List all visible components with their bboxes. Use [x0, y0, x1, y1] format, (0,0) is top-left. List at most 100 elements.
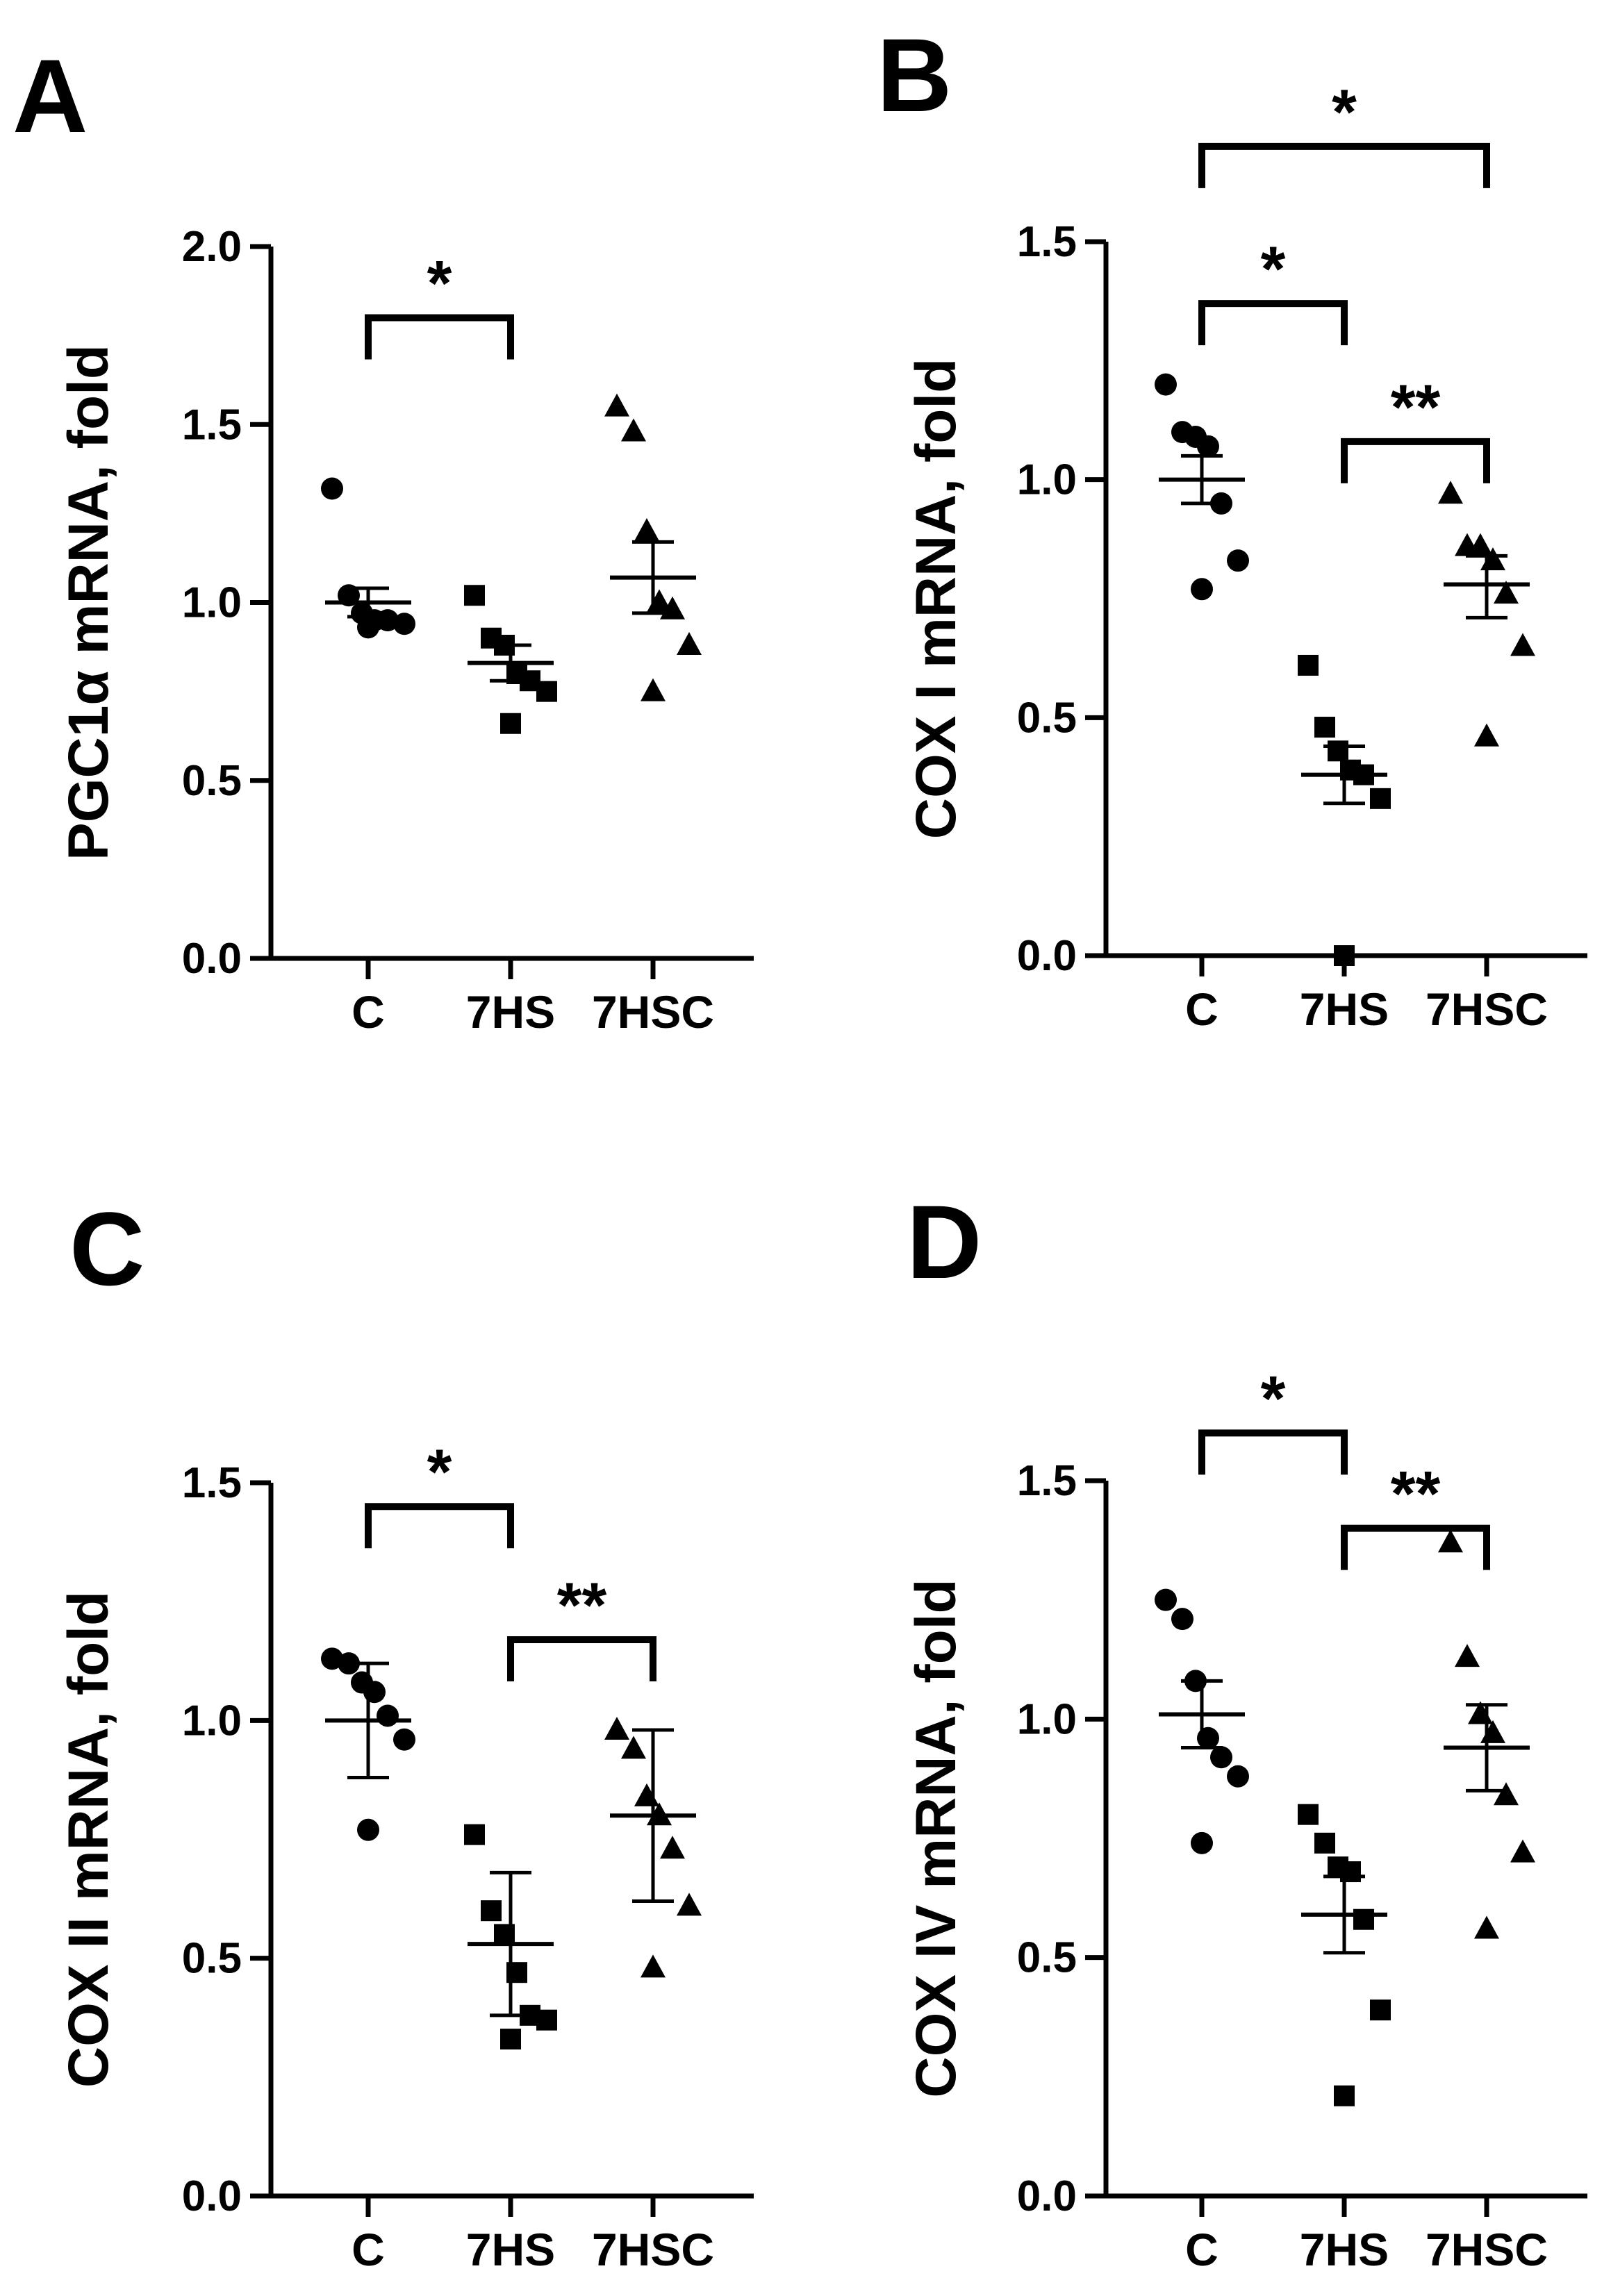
data-point — [321, 477, 343, 500]
y-tick-label: 0.0 — [182, 2172, 242, 2220]
panel-letter: B — [877, 17, 952, 133]
series-7hs — [1298, 1804, 1391, 2106]
data-point — [1227, 549, 1249, 572]
data-point — [1353, 1908, 1374, 1930]
y-tick-label: 1.0 — [182, 1697, 242, 1745]
data-point — [1210, 1746, 1232, 1769]
x-category-label: 7HSC — [592, 2224, 714, 2275]
significance-bracket — [365, 1503, 514, 1549]
data-point — [464, 1824, 485, 1845]
y-tick-label: 0.5 — [182, 1935, 242, 1983]
panel-letter: C — [69, 1190, 144, 1307]
y-tick-label: 1.0 — [182, 579, 242, 627]
data-point — [1438, 481, 1463, 504]
data-point — [1334, 945, 1355, 966]
data-point — [1474, 723, 1499, 747]
panel-a: A 0.0 0.5 1.0 1.5 2.0 C 7HS 7HSC PGC1α mRNA, fold… — [13, 38, 754, 1038]
y-tick-label: 0.0 — [1017, 2172, 1077, 2220]
series-c — [321, 477, 415, 639]
data-point — [377, 609, 399, 632]
x-category-label: 7HS — [466, 2224, 555, 2275]
data-point — [660, 1836, 685, 1859]
significance-bracket — [1198, 142, 1490, 188]
significance-label: * — [1261, 234, 1286, 305]
data-point — [621, 418, 646, 442]
data-point — [357, 616, 379, 639]
series-c — [1155, 373, 1249, 601]
y-axis-title: PGC1α mRNA, fold — [57, 344, 120, 860]
data-point — [338, 1652, 360, 1675]
y-tick-label: 0.5 — [182, 757, 242, 805]
data-point — [481, 1900, 502, 1922]
data-point — [1455, 1644, 1480, 1667]
data-point — [1353, 764, 1374, 785]
y-tick-label: 1.5 — [182, 1459, 242, 1507]
data-point — [634, 1783, 659, 1806]
data-point — [500, 2029, 521, 2050]
data-point — [321, 1647, 343, 1670]
series-7hsc — [604, 393, 702, 701]
data-point — [1171, 1608, 1193, 1631]
data-point — [634, 518, 659, 541]
series-7hs — [464, 585, 557, 734]
data-point — [641, 678, 666, 701]
x-category-label: 7HS — [1300, 983, 1389, 1035]
significance-label: ** — [557, 1570, 607, 1641]
data-point — [1510, 633, 1535, 656]
data-point — [506, 1962, 527, 1983]
significance-bracket — [1341, 438, 1490, 483]
data-point — [393, 613, 415, 635]
data-point — [377, 1704, 399, 1727]
data-point — [494, 1924, 515, 1945]
x-category-label: 7HSC — [1426, 2224, 1548, 2275]
series-7hs — [1298, 654, 1391, 966]
data-point — [1494, 581, 1519, 604]
significance-label: * — [427, 1437, 452, 1508]
panel-letter: A — [13, 38, 88, 154]
data-point — [494, 635, 515, 656]
y-tick-label: 0.0 — [1017, 932, 1077, 980]
significance-label: ** — [1391, 1459, 1441, 1530]
data-point — [1468, 533, 1493, 556]
data-point — [677, 632, 702, 655]
data-point — [500, 713, 521, 734]
data-point — [464, 585, 485, 606]
data-point — [647, 1802, 672, 1826]
series-7hsc — [1438, 1529, 1535, 1939]
data-point — [1480, 1720, 1505, 1743]
x-category-label: 7HS — [1300, 2224, 1389, 2275]
data-point — [1468, 1701, 1493, 1724]
significance-bracket — [1341, 1524, 1490, 1570]
data-point — [647, 589, 672, 613]
series-7hsc — [604, 1717, 702, 1978]
data-point — [536, 2009, 557, 2031]
data-point — [1370, 1999, 1391, 2021]
data-point — [1334, 2085, 1355, 2106]
data-point — [660, 596, 685, 619]
data-point — [1510, 1839, 1535, 1863]
x-category-label: 7HSC — [1426, 983, 1548, 1035]
data-point — [363, 1681, 386, 1704]
x-category-label: 7HS — [466, 986, 555, 1038]
x-category-label: C — [352, 986, 385, 1038]
significance-label: ** — [1391, 372, 1441, 443]
data-point — [1298, 1804, 1319, 1825]
y-tick-label: 1.5 — [1017, 1457, 1077, 1505]
data-point — [357, 1818, 379, 1841]
y-axis-title: COX II mRNA, fold — [57, 1591, 120, 2088]
data-point — [1210, 492, 1232, 515]
data-point — [677, 1892, 702, 1916]
y-tick-label: 1.0 — [1017, 456, 1077, 504]
x-category-label: C — [352, 2224, 385, 2275]
data-point — [604, 393, 629, 417]
y-tick-label: 0.5 — [1017, 1934, 1077, 1982]
data-point — [1480, 547, 1505, 571]
y-tick-label: 0.5 — [1017, 694, 1077, 742]
data-point — [1370, 788, 1391, 809]
panel-letter: D — [907, 1183, 982, 1300]
data-point — [1314, 717, 1335, 738]
data-point — [641, 1954, 666, 1978]
data-point — [1191, 1831, 1213, 1854]
